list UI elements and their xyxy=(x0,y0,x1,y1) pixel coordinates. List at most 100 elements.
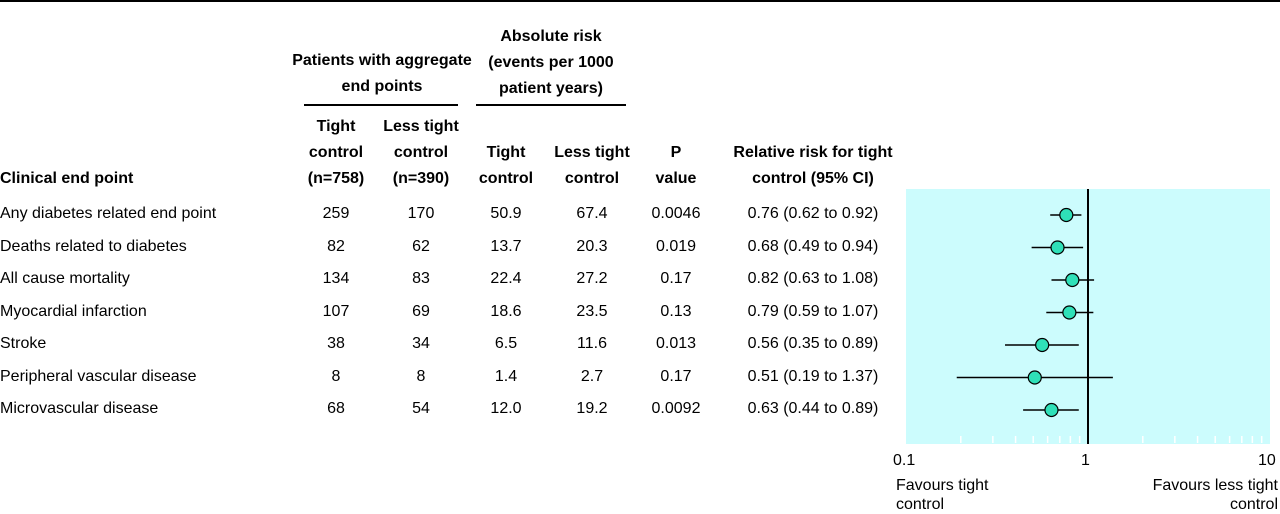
cell-end-point: Peripheral vascular disease xyxy=(0,367,197,385)
caption-line: control xyxy=(896,496,945,513)
cell-tight-n: 8 xyxy=(331,367,341,385)
cell-tight-n: 38 xyxy=(327,335,345,352)
header-less-tight-control: Less tight control xyxy=(542,140,642,192)
header-line: (events per 1000 xyxy=(488,54,614,71)
header-line: Clinical end point xyxy=(0,170,134,187)
header-p-value: P value xyxy=(646,140,706,192)
cell-tight-n: 82 xyxy=(327,237,345,255)
cell-less-tight-n: 83 xyxy=(412,270,430,287)
cell-end-point: Stroke xyxy=(0,335,47,352)
cell-end-point: All cause mortality xyxy=(0,270,130,287)
plot-marks xyxy=(956,207,1113,418)
header-absolute-risk: Absolute risk (events per 1000 patient y… xyxy=(476,24,626,102)
estimate-point xyxy=(1059,207,1074,223)
cell-relative-risk: 0.51 (0.19 to 1.37) xyxy=(747,367,879,385)
header-relative-risk: Relative risk for tight control (95% CI) xyxy=(718,140,908,192)
header-line: (n=758) xyxy=(307,170,365,187)
cell-end-point: Myocardial infarction xyxy=(0,302,147,320)
cell-end-point: Deaths related to diabetes xyxy=(0,237,187,255)
cell-tight-n: 107 xyxy=(322,302,350,320)
top-border xyxy=(0,0,1280,2)
caption-line: control xyxy=(1229,496,1278,513)
header-line: end points xyxy=(341,78,423,95)
tick-label-1: 1 xyxy=(1081,452,1090,469)
estimate-point xyxy=(1050,240,1065,255)
header-patients-aggregate: Patients with aggregate end points xyxy=(282,48,482,100)
cell-p-value: 0.0046 xyxy=(651,205,701,222)
caption-line: Favours tight xyxy=(896,477,989,494)
cell-relative-risk: 0.56 (0.35 to 0.89) xyxy=(747,335,879,352)
header-line: Patients with aggregate xyxy=(292,52,472,69)
cell-abs-tight: 6.5 xyxy=(494,335,518,352)
header-line: control xyxy=(478,170,534,187)
cell-relative-risk: 0.63 (0.44 to 0.89) xyxy=(747,400,879,417)
tick-label-0-1: 0.1 xyxy=(893,452,916,469)
caption-favours-tight: Favours tight control xyxy=(896,476,988,514)
cell-abs-tight: 50.9 xyxy=(490,205,522,222)
tick-label-10: 10 xyxy=(1258,452,1276,469)
header-line: Tight xyxy=(486,144,526,161)
header-line: Absolute risk xyxy=(500,28,602,45)
cell-p-value: 0.019 xyxy=(655,237,697,255)
cell-abs-tight: 12.0 xyxy=(490,400,522,417)
cell-less-tight-n: 8 xyxy=(416,367,426,385)
header-line: control (95% CI) xyxy=(752,170,874,187)
cell-abs-less-tight: 20.3 xyxy=(576,237,608,255)
estimate-point xyxy=(1062,305,1077,320)
cell-tight-n: 134 xyxy=(322,270,350,287)
cell-abs-less-tight: 67.4 xyxy=(576,205,608,222)
header-tight-control: Tight control xyxy=(466,140,546,192)
cell-p-value: 0.0092 xyxy=(651,400,701,417)
header-tight-control-n: Tight control (n=758) xyxy=(296,114,376,192)
cell-relative-risk: 0.82 (0.63 to 1.08) xyxy=(747,270,879,287)
header-line: patient years) xyxy=(498,80,604,97)
header-line: control xyxy=(564,170,620,187)
header-line: value xyxy=(655,170,697,187)
header-line: Tight xyxy=(316,118,356,135)
header-line: (n=390) xyxy=(392,170,450,187)
cell-relative-risk: 0.68 (0.49 to 0.94) xyxy=(747,237,879,255)
cell-p-value: 0.17 xyxy=(660,270,692,287)
cell-abs-tight: 22.4 xyxy=(490,270,522,287)
cell-abs-less-tight: 2.7 xyxy=(580,367,604,385)
cell-p-value: 0.13 xyxy=(660,302,692,320)
cell-less-tight-n: 170 xyxy=(407,205,435,222)
cell-p-value: 0.013 xyxy=(655,335,697,352)
header-line: Less tight xyxy=(383,118,459,135)
header-less-tight-control-n: Less tight control (n=390) xyxy=(371,114,471,192)
header-clinical-end-point: Clinical end point xyxy=(0,166,133,192)
cell-p-value: 0.17 xyxy=(660,367,692,385)
header-line: Relative risk for tight xyxy=(733,144,893,161)
cell-abs-less-tight: 23.5 xyxy=(576,302,608,320)
caption-favours-less-tight: Favours less tight control xyxy=(1132,476,1278,514)
header-rule-absolute xyxy=(476,104,626,106)
caption-line: Favours less tight xyxy=(1152,477,1278,494)
cell-abs-tight: 18.6 xyxy=(490,302,522,320)
cell-abs-tight: 13.7 xyxy=(490,237,522,255)
header-line: P xyxy=(670,144,682,161)
cell-tight-n: 68 xyxy=(327,400,345,417)
cell-less-tight-n: 34 xyxy=(412,335,430,352)
cell-end-point: Any diabetes related end point xyxy=(0,205,217,222)
estimate-point xyxy=(1027,370,1042,385)
cell-less-tight-n: 54 xyxy=(412,400,430,417)
cell-abs-less-tight: 27.2 xyxy=(576,270,608,287)
header-line: Less tight xyxy=(554,144,630,161)
cell-less-tight-n: 69 xyxy=(412,302,430,320)
estimate-point xyxy=(1035,337,1050,353)
header-rule-patients xyxy=(304,104,458,106)
cell-abs-tight: 1.4 xyxy=(494,367,518,385)
header-line: control xyxy=(308,144,364,161)
cell-tight-n: 259 xyxy=(322,205,350,222)
cell-relative-risk: 0.79 (0.59 to 1.07) xyxy=(747,302,879,320)
cell-abs-less-tight: 11.6 xyxy=(577,335,607,352)
estimate-point xyxy=(1065,272,1080,288)
minor-ticks xyxy=(960,436,1263,443)
cell-relative-risk: 0.76 (0.62 to 0.92) xyxy=(747,205,879,222)
estimate-point xyxy=(1044,402,1059,418)
header-line: control xyxy=(393,144,449,161)
cell-less-tight-n: 62 xyxy=(412,237,430,255)
cell-abs-less-tight: 19.2 xyxy=(576,400,608,417)
cell-end-point: Microvascular disease xyxy=(0,400,159,417)
